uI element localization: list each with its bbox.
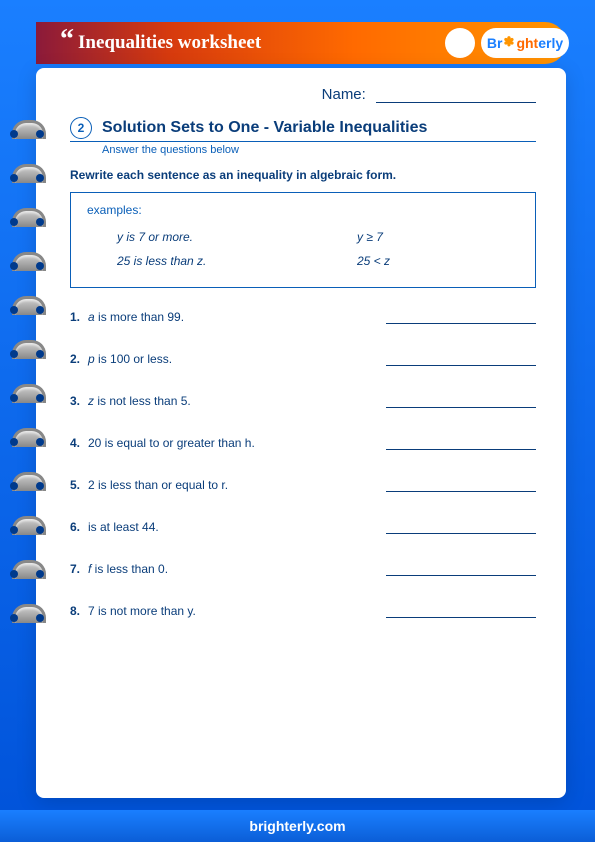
question-text: z is not less than 5. <box>88 394 338 408</box>
question-text: 20 is equal to or greater than h. <box>88 436 338 450</box>
question-row: 6. is at least 44. <box>70 520 536 534</box>
question-text: a is more than 99. <box>88 310 338 324</box>
section-subtitle: Answer the questions below <box>102 144 536 156</box>
ring-icon <box>6 428 40 450</box>
answer-blank[interactable] <box>386 352 536 366</box>
question-row: 8.7 is not more than y. <box>70 604 536 618</box>
answer-blank[interactable] <box>386 478 536 492</box>
question-number: 5. <box>70 478 88 492</box>
brand-logo: Brghterly <box>481 28 569 58</box>
question-number: 2. <box>70 352 88 366</box>
name-input-line[interactable] <box>376 87 536 103</box>
question-text: f is less than 0. <box>88 562 338 576</box>
section-title: Solution Sets to One - Variable Inequali… <box>102 119 427 137</box>
sun-icon <box>503 37 515 49</box>
question-text: 7 is not more than y. <box>88 604 338 618</box>
name-row: Name: <box>70 86 536 103</box>
question-number: 4. <box>70 436 88 450</box>
header-dot <box>445 28 475 58</box>
answer-blank[interactable] <box>386 520 536 534</box>
question-text: is at least 44. <box>88 520 338 534</box>
answer-blank[interactable] <box>386 394 536 408</box>
example-text: is 7 or more. <box>123 230 193 244</box>
section-number: 2 <box>70 117 92 139</box>
ring-icon <box>6 252 40 274</box>
question-row: 7.f is less than 0. <box>70 562 536 576</box>
ring-icon <box>6 340 40 362</box>
example-answer: y ≥ 7 <box>357 230 383 244</box>
worksheet-paper: Name: 2 Solution Sets to One - Variable … <box>36 68 566 798</box>
question-number: 3. <box>70 394 88 408</box>
ring-icon <box>6 120 40 142</box>
ring-icon <box>6 296 40 318</box>
question-number: 7. <box>70 562 88 576</box>
question-row: 4.20 is equal to or greater than h. <box>70 436 536 450</box>
question-number: 1. <box>70 310 88 324</box>
example-row: 25 is less than z. 25 < z <box>87 249 519 273</box>
question-text: p is 100 or less. <box>88 352 338 366</box>
instruction-text: Rewrite each sentence as an inequality i… <box>70 168 536 182</box>
example-row: y is 7 or more. y ≥ 7 <box>87 225 519 249</box>
question-row: 3.z is not less than 5. <box>70 394 536 408</box>
answer-blank[interactable] <box>386 310 536 324</box>
quote-icon: “ <box>60 24 74 56</box>
question-number: 8. <box>70 604 88 618</box>
answer-blank[interactable] <box>386 562 536 576</box>
header-title: Inequalities worksheet <box>78 32 261 54</box>
footer-url: brighterly.com <box>249 818 345 834</box>
footer-band: brighterly.com <box>0 810 595 842</box>
answer-blank[interactable] <box>386 436 536 450</box>
example-text: 25 is less than z. <box>117 254 206 268</box>
name-label: Name: <box>322 86 366 103</box>
question-number: 6. <box>70 520 88 534</box>
ring-icon <box>6 604 40 626</box>
question-text: 2 is less than or equal to r. <box>88 478 338 492</box>
ring-icon <box>6 516 40 538</box>
spiral-rings <box>6 120 46 648</box>
question-row: 2.p is 100 or less. <box>70 352 536 366</box>
ring-icon <box>6 164 40 186</box>
ring-icon <box>6 472 40 494</box>
section-head: 2 Solution Sets to One - Variable Inequa… <box>70 117 536 142</box>
ring-icon <box>6 208 40 230</box>
examples-box: examples: y is 7 or more. y ≥ 7 25 is le… <box>70 192 536 288</box>
question-row: 5.2 is less than or equal to r. <box>70 478 536 492</box>
examples-label: examples: <box>87 203 519 217</box>
question-row: 1.a is more than 99. <box>70 310 536 324</box>
ring-icon <box>6 384 40 406</box>
answer-blank[interactable] <box>386 604 536 618</box>
ring-icon <box>6 560 40 582</box>
example-answer: 25 < z <box>357 254 390 268</box>
